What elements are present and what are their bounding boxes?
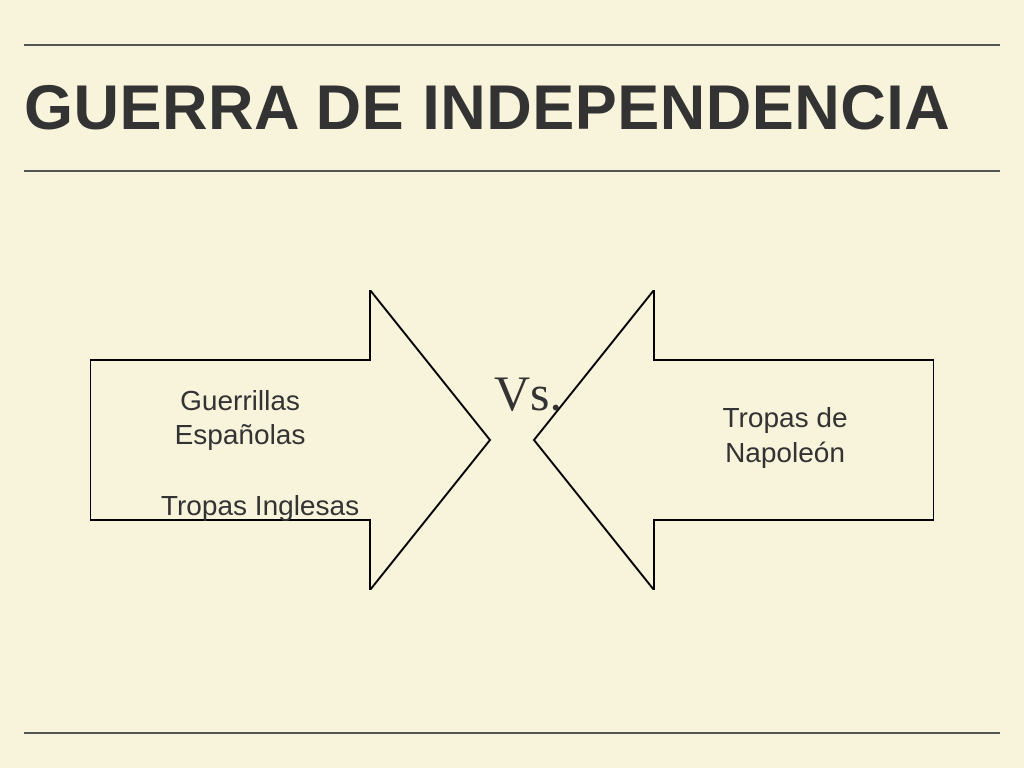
page-title: GUERRA DE INDEPENDENCIA xyxy=(24,72,1000,144)
rule-bottom xyxy=(24,732,1000,734)
right-arrow-label: Tropas de Napoleón xyxy=(680,400,890,470)
left-label-line2: Españolas xyxy=(175,419,306,450)
rule-under-title xyxy=(24,170,1000,172)
right-label-line2: Napoleón xyxy=(725,437,845,468)
rule-top xyxy=(24,44,1000,46)
vs-diagram: Guerrillas Españolas Tropas Inglesas Vs.… xyxy=(90,290,934,590)
left-arrow-label-secondary: Tropas Inglesas xyxy=(130,490,390,522)
left-arrow-label-primary: Guerrillas Españolas xyxy=(130,384,350,451)
right-label-line1: Tropas de xyxy=(722,402,847,433)
left-label-line1: Guerrillas xyxy=(180,385,300,416)
vs-label: Vs. xyxy=(478,364,578,422)
